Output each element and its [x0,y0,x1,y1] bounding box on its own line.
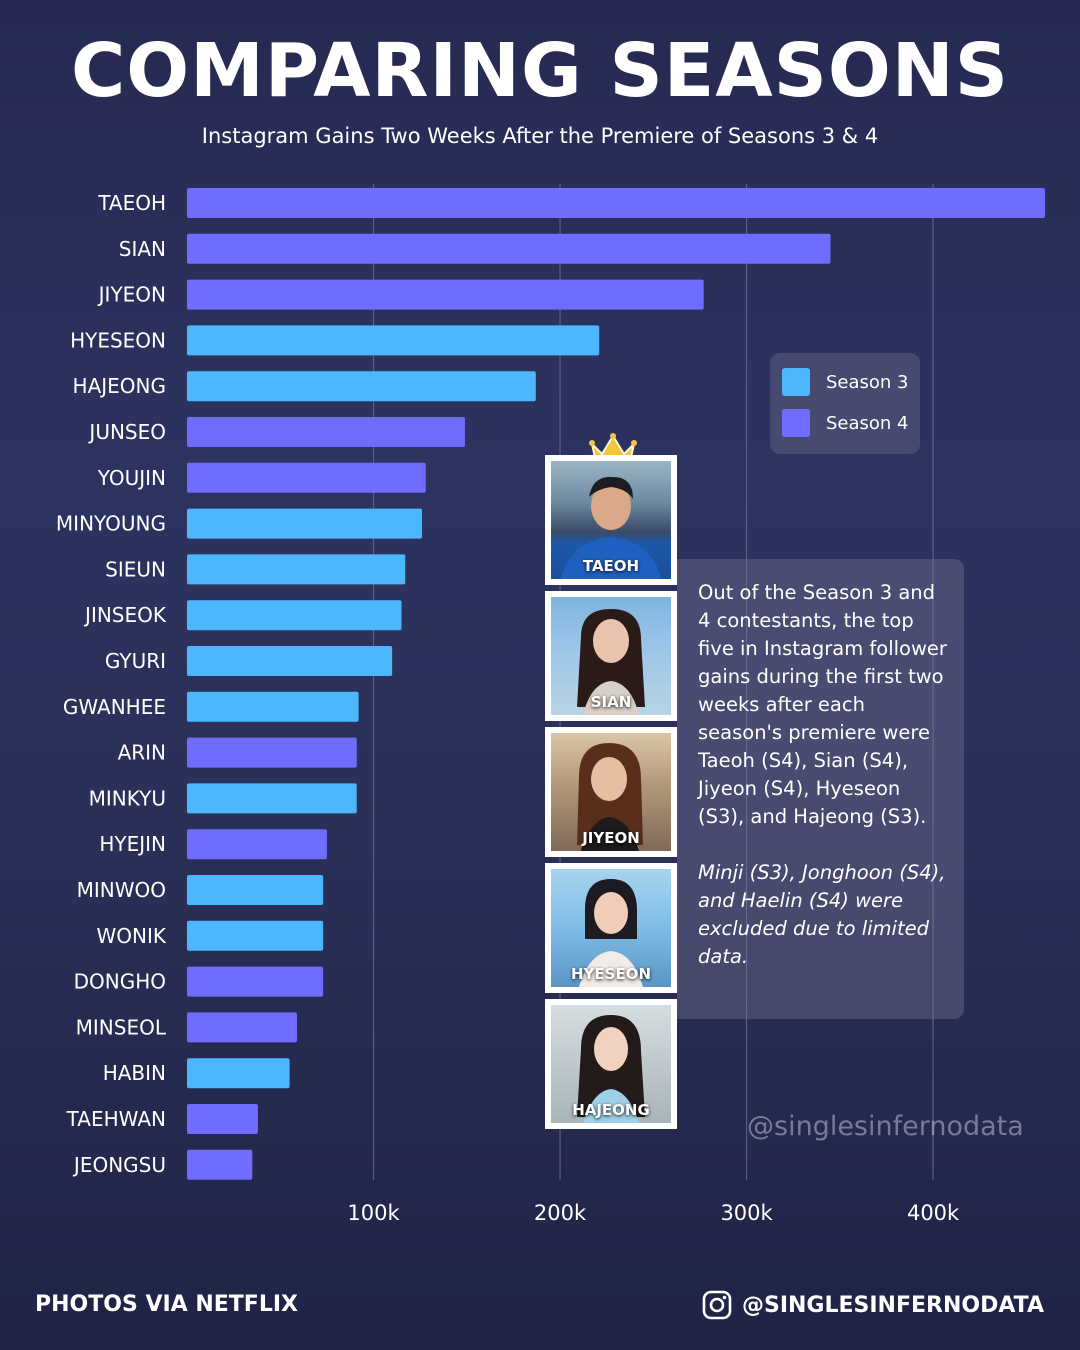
annotation-box: Out of the Season 3 and 4 contestants, t… [677,559,964,1019]
bar-habin [187,1058,290,1089]
category-label-jiyeon: JIYEON [97,283,166,307]
bar-wonik [187,920,324,951]
legend-swatch-season4 [782,409,810,437]
photo-label-hyeseon: HYESEON [570,965,652,983]
legend-item-season4: Season 4 [782,408,909,438]
category-label-minkyu: MINKYU [89,786,166,810]
category-label-junseo: JUNSEO [87,420,166,444]
category-label-hyejin: HYEJIN [99,832,166,856]
x-tick-label: 400k [907,1201,960,1225]
category-label-taeoh: TAEOH [97,191,166,215]
bar-taeoh [187,188,1045,218]
bar-junseo [187,417,465,447]
bar-minkyu [187,783,357,814]
photo-label-jiyeon: JIYEON [582,829,640,847]
bar-gwanhee [187,691,359,722]
photo-label-taeoh: TAEOH [582,557,640,575]
bar-youjin [187,462,426,493]
bar-taehwan [187,1104,258,1134]
photo-label-hajeong: HAJEONG [572,1101,650,1119]
category-label-gyuri: GYURI [105,649,166,673]
legend-item-season3: Season 3 [782,367,909,397]
social-handle-text: @SINGLESINFERNODATA [741,1292,1044,1318]
legend: Season 3 Season 4 [770,353,920,454]
category-label-habin: HABIN [103,1061,166,1085]
annotation-text: Out of the Season 3 and 4 contestants, t… [698,581,947,828]
category-label-jinseok: JINSEOK [83,603,167,627]
chart-title: COMPARING SEASONS [70,28,1010,114]
bar-jiyeon [187,279,704,310]
category-label-minwoo: MINWOO [77,878,166,902]
photo-jiyeon: JIYEON [545,727,677,857]
watermark: @singlesinfernodata [747,1111,1024,1142]
x-tick-label: 100k [347,1201,400,1225]
bar-minyoung [187,508,423,539]
bar-jinseok [187,600,402,631]
bar-minwoo [187,875,324,905]
category-label-sieun: SIEUN [105,557,166,581]
category-label-wonik: WONIK [97,924,167,948]
photo-taeoh: TAEOH [545,455,677,585]
bar-jeongsu [187,1149,253,1180]
category-label-jeongsu: JEONGSU [72,1153,166,1177]
instagram-icon [702,1290,732,1320]
legend-label-season4: Season 4 [826,412,909,434]
bar-sian [187,233,831,264]
photo-hyeseon-image: HYESEON [551,869,671,987]
category-label-taehwan: TAEHWAN [66,1107,166,1131]
category-label-minyoung: MINYOUNG [56,512,166,536]
photo-sian: SIAN [545,591,677,721]
category-label-minseol: MINSEOL [76,1015,167,1039]
photo-hajeong-image: HAJEONG [551,1005,671,1123]
category-label-gwanhee: GWANHEE [63,695,166,719]
bar-minseol [187,1012,298,1043]
bar-hyeseon [187,325,600,356]
photo-jiyeon-image: JIYEON [551,733,671,851]
legend-swatch-season3 [782,368,810,396]
chart-subtitle: Instagram Gains Two Weeks After the Prem… [201,124,879,148]
bar-arin [187,737,357,768]
photo-sian-image: SIAN [551,597,671,715]
photo-hyeseon: HYESEON [545,863,677,993]
legend-label-season3: Season 3 [826,371,909,393]
photo-label-sian: SIAN [590,693,632,711]
bar-dongho [187,966,324,997]
category-label-youjin: YOUJIN [97,466,166,490]
bar-hyejin [187,829,327,860]
photo-credit: PHOTOS VIA NETFLIX [35,1292,298,1317]
category-label-dongho: DONGHO [74,970,166,994]
bar-hajeong [187,371,536,402]
x-tick-label: 300k [720,1201,773,1225]
bar-gyuri [187,646,393,676]
bar-chart: 100k 200k 300k 400k TAEOH SIAN JIYEON HYESEON HA… [56,184,1045,1225]
social-handle: @SINGLESINFERNODATA [702,1290,1044,1320]
x-tick-label: 200k [534,1201,587,1225]
bar-sieun [187,554,406,585]
photo-hajeong: HAJEONG [545,999,677,1129]
annotation-footnote: Minji (S3), Jonghoon (S4), and Haelin (S… [698,861,946,968]
category-label-hyeseon: HYESEON [70,328,166,352]
category-label-sian: SIAN [119,237,166,261]
category-label-arin: ARIN [118,741,166,765]
category-label-hajeong: HAJEONG [73,374,166,398]
photo-taeoh-image: TAEOH [551,461,671,579]
